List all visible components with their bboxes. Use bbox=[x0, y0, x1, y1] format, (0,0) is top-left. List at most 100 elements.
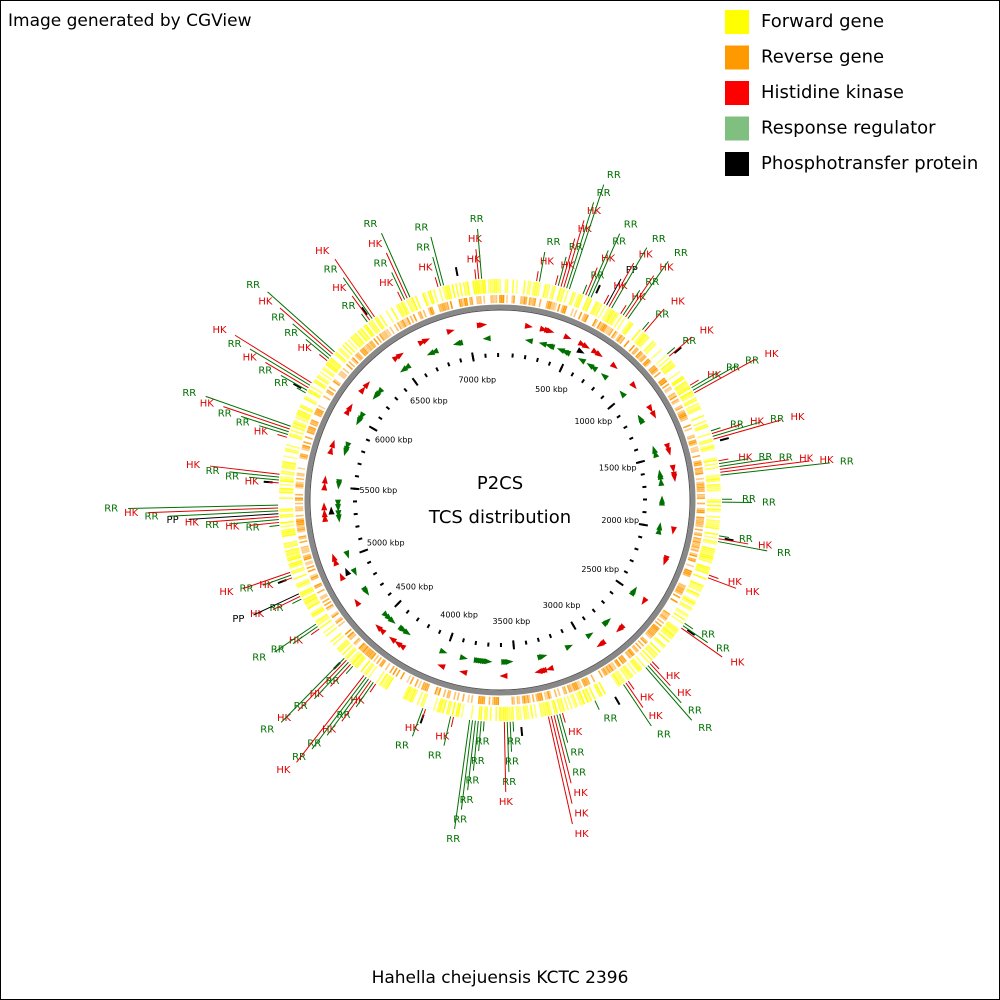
feature-line bbox=[229, 471, 280, 478]
forward-gene bbox=[310, 605, 323, 615]
forward-gene bbox=[704, 466, 719, 471]
feature-label: PP bbox=[626, 265, 638, 276]
feature-line bbox=[248, 476, 279, 481]
forward-gene bbox=[706, 479, 721, 483]
outer-tick bbox=[595, 284, 601, 294]
feature-label: RR bbox=[326, 676, 340, 687]
ruler-tick bbox=[448, 632, 454, 642]
reverse-gene bbox=[479, 696, 482, 705]
reverse-gene bbox=[631, 347, 638, 355]
reverse-gene bbox=[639, 355, 647, 363]
forward-gene bbox=[478, 279, 481, 295]
ruler-label: 6000 kbp bbox=[375, 436, 413, 445]
forward-gene bbox=[476, 280, 480, 295]
ruler-dot bbox=[379, 582, 385, 587]
forward-gene bbox=[571, 693, 579, 708]
forward-gene bbox=[692, 573, 707, 580]
forward-gene bbox=[405, 687, 414, 701]
feature-marker bbox=[594, 350, 603, 358]
forward-gene bbox=[636, 333, 648, 346]
feature-line bbox=[345, 665, 354, 674]
forward-gene bbox=[478, 705, 481, 721]
reverse-gene bbox=[679, 415, 688, 421]
reverse-gene bbox=[548, 301, 553, 310]
feature-label: RR bbox=[206, 466, 220, 477]
forward-gene bbox=[705, 474, 720, 478]
feature-line bbox=[369, 683, 377, 693]
forward-gene bbox=[696, 563, 711, 570]
reverse-gene bbox=[367, 650, 374, 658]
reverse-gene bbox=[553, 689, 558, 698]
forward-gene bbox=[289, 563, 304, 570]
ruler-dot bbox=[581, 378, 585, 384]
forward-gene bbox=[293, 420, 308, 427]
reverse-gene bbox=[650, 367, 658, 374]
feature-label: HK bbox=[310, 689, 325, 700]
ruler-dot bbox=[560, 628, 564, 634]
feature-line bbox=[242, 571, 291, 590]
feature-label: RR bbox=[470, 214, 484, 225]
forward-gene bbox=[288, 434, 303, 441]
forward-gene bbox=[470, 705, 474, 720]
reverse-gene bbox=[300, 546, 310, 551]
ruler-label: 7000 kbp bbox=[458, 376, 496, 385]
ruler-dot bbox=[633, 448, 639, 452]
forward-gene bbox=[285, 551, 300, 557]
forward-gene bbox=[695, 566, 710, 573]
feature-line bbox=[430, 236, 445, 286]
reverse-gene bbox=[619, 336, 626, 345]
reverse-gene bbox=[378, 333, 385, 342]
reverse-gene bbox=[682, 424, 692, 429]
reverse-gene bbox=[296, 524, 305, 528]
forward-gene bbox=[442, 699, 448, 714]
feature-label: HK bbox=[315, 246, 330, 257]
feature-line bbox=[148, 507, 279, 514]
forward-gene bbox=[296, 412, 310, 420]
reverse-gene bbox=[651, 624, 659, 632]
reverse-gene bbox=[468, 297, 472, 306]
forward-gene bbox=[671, 615, 684, 625]
reverse-gene bbox=[653, 371, 661, 378]
reverse-gene bbox=[694, 531, 703, 535]
feature-label: RR bbox=[260, 725, 274, 736]
reverse-gene bbox=[307, 427, 316, 432]
feature-label: RR bbox=[271, 312, 285, 323]
reverse-gene bbox=[396, 322, 403, 330]
feature-label: RR bbox=[363, 219, 377, 230]
forward-gene bbox=[325, 626, 338, 637]
feature-line bbox=[128, 504, 279, 510]
feature-line bbox=[310, 628, 320, 636]
forward-gene bbox=[563, 289, 570, 304]
reverse-gene bbox=[569, 683, 575, 692]
forward-gene bbox=[306, 599, 320, 608]
feature-line bbox=[627, 261, 669, 319]
reverse-gene bbox=[302, 553, 311, 558]
forward-gene bbox=[536, 282, 542, 297]
reverse-gene bbox=[437, 687, 442, 696]
reverse-gene bbox=[399, 320, 406, 329]
ruler-dot bbox=[590, 386, 596, 391]
forward-gene bbox=[371, 319, 381, 332]
forward-gene bbox=[429, 290, 436, 304]
reverse-gene bbox=[678, 582, 687, 588]
forward-gene bbox=[570, 694, 577, 708]
forward-gene bbox=[706, 487, 721, 490]
feature-label: HK bbox=[379, 278, 394, 289]
reverse-gene bbox=[693, 536, 702, 540]
feature-line bbox=[718, 458, 729, 462]
ruler-dot bbox=[600, 395, 605, 400]
reverse-gene bbox=[668, 393, 677, 400]
reverse-gene bbox=[637, 639, 645, 647]
ruler-dot bbox=[523, 355, 527, 360]
feature-line bbox=[475, 249, 480, 280]
reverse-gene bbox=[298, 536, 307, 540]
feature-line bbox=[467, 720, 476, 791]
forward-gene bbox=[297, 581, 311, 589]
feature-line bbox=[666, 347, 676, 355]
reverse-gene bbox=[299, 456, 308, 460]
reverse-gene bbox=[419, 310, 424, 319]
feature-label: HK bbox=[322, 724, 337, 735]
ruler-dot bbox=[640, 473, 645, 476]
reverse-gene bbox=[358, 642, 365, 650]
forward-gene bbox=[339, 347, 351, 359]
